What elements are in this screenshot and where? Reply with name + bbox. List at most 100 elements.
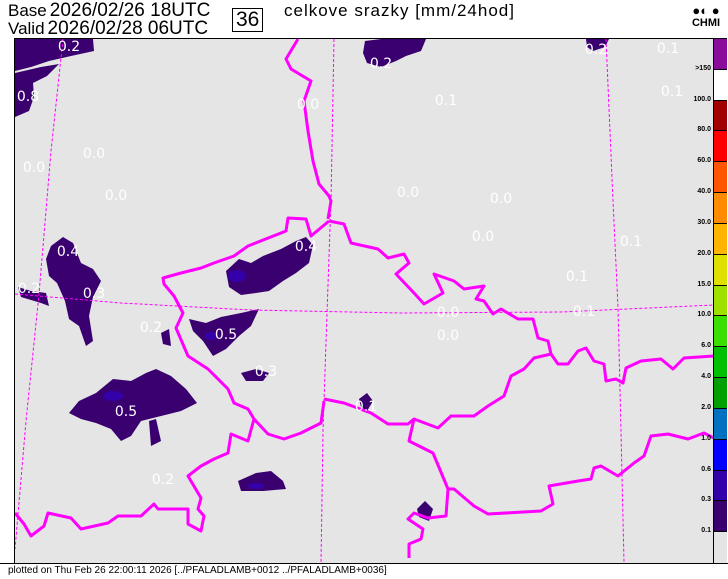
precipitation-area: [226, 237, 313, 295]
legend-swatch: [713, 253, 727, 286]
precip-value-label: 0.0: [490, 191, 512, 207]
legend-label: 2.0: [701, 403, 711, 411]
map-canvas: 0.2 0.8 0.0 0.1 0.2 0.2 0.1 0.1 0.0 0.0 0.0 0.0 0.0 0…: [13, 38, 715, 564]
forecast-step: 36: [232, 8, 264, 32]
graticule-line: [320, 38, 335, 564]
valid-value: 2026/02/28 06UTC: [47, 18, 209, 39]
precip-value-label: 0.4: [57, 244, 79, 260]
chmi-logo: ●◐ ● CHMI: [686, 4, 726, 30]
graticule-line: [14, 38, 64, 550]
graticule-line: [14, 293, 715, 314]
precip-value-label: 0.1: [657, 41, 679, 57]
precip-value-label: 0.0: [437, 328, 459, 344]
precipitation-area: [18, 287, 49, 306]
precipitation-area: [69, 369, 197, 441]
legend-label: 15.0: [697, 280, 711, 288]
precip-value-label: 0.0: [472, 229, 494, 245]
precip-value-label: 0.1: [620, 234, 642, 250]
precipitation-core: [228, 270, 246, 282]
precip-value-label: 0.5: [115, 404, 137, 420]
legend-label: 0.3: [701, 496, 711, 504]
legend-label: 1.0: [701, 434, 711, 442]
legend-swatch: [713, 407, 727, 440]
legend-label: 100.0: [693, 95, 711, 103]
precipitation-area: [189, 309, 259, 356]
precip-value-label: 0.3: [83, 286, 105, 302]
legend-label: 0.6: [701, 465, 711, 473]
legend-label: >150: [695, 64, 711, 72]
legend-label: 80.0: [697, 126, 711, 134]
country-border: [323, 352, 552, 430]
precip-value-label: 0.8: [17, 89, 39, 105]
legend-label: 40.0: [697, 188, 711, 196]
base-time: Base 2026/02/26 18UTC: [8, 0, 210, 22]
precipitation-area: [161, 329, 171, 346]
precip-value-label: 0.2: [370, 56, 392, 72]
legend-swatch: [713, 346, 727, 379]
base-label: Base: [8, 1, 47, 20]
legend-label: 30.0: [697, 218, 711, 226]
precip-value-label: 0.2: [585, 42, 607, 58]
precip-value-label: 0.0: [297, 97, 319, 113]
precip-value-label: 0.0: [437, 305, 459, 321]
country-border: [161, 216, 330, 441]
precipitation-area: [586, 39, 609, 51]
country-border: [284, 38, 333, 220]
precip-value-label: 0.1: [566, 269, 588, 285]
legend-swatch: [713, 68, 727, 101]
legend-swatch: [713, 377, 727, 409]
precip-value-label: 0.1: [435, 93, 457, 109]
precipitation-area: [363, 39, 426, 67]
precipitation-area: [241, 369, 269, 381]
legend-swatch: [713, 161, 727, 194]
legend-swatch: [713, 99, 727, 132]
precip-value-label: 0.0: [397, 185, 419, 201]
legend-swatch: [713, 500, 727, 533]
precip-value-label: 0.3: [255, 364, 277, 380]
valid-time: Valid 2026/02/28 06UTC: [8, 18, 208, 40]
country-border: [448, 431, 715, 516]
legend-swatch: [713, 469, 727, 502]
color-legend: >150 100.0 80.0 60.0 40.0 30.0 20.0 15.0 10.0 6.0…: [680, 38, 728, 563]
precip-value-label: 0.0: [105, 188, 127, 204]
logo-text: CHMI: [691, 17, 721, 29]
chmi-logo-icon: ●◐ ●: [692, 3, 720, 18]
precipitation-core: [205, 332, 217, 340]
legend-swatch: [713, 284, 727, 317]
header: Base 2026/02/26 18UTC Valid 2026/02/28 06U…: [0, 0, 728, 40]
precipitation-area: [238, 471, 286, 491]
precip-value-label: 0.2: [58, 39, 80, 55]
legend-label: 20.0: [697, 249, 711, 257]
precipitation-core: [248, 483, 264, 489]
precip-value-label: 0.1: [355, 399, 377, 415]
precip-value-label: 0.0: [23, 160, 45, 176]
footer: plotted on Thu Feb 26 22:00:11 2026 [../…: [0, 563, 728, 579]
legend-label: 60.0: [697, 157, 711, 165]
legend-label: 4.0: [701, 373, 711, 381]
precipitation-area: [149, 419, 161, 446]
precip-value-label: 0.1: [573, 304, 595, 320]
legend-swatch: [713, 222, 727, 255]
country-border: [406, 418, 450, 558]
legend-swatch: [713, 531, 727, 563]
valid-label: Valid: [8, 19, 45, 38]
precip-value-label: 0.4: [295, 239, 317, 255]
country-border: [549, 346, 715, 385]
precipitation-area: [15, 64, 59, 117]
precipitation-area: [15, 39, 94, 71]
base-value: 2026/02/26 18UTC: [49, 0, 211, 21]
legend-label: 0.1: [701, 527, 711, 535]
country-border: [13, 418, 256, 538]
precipitation-core: [103, 391, 123, 401]
precipitation-area: [46, 237, 101, 346]
precip-value-label: 0.1: [661, 84, 683, 100]
legend-swatch: [713, 438, 727, 471]
legend-swatch: [713, 315, 727, 348]
precip-value-label: 0.0: [83, 146, 105, 162]
legend-swatch: [713, 130, 727, 163]
legend-swatch: [713, 192, 727, 224]
precip-value-label: 0.2: [18, 281, 40, 297]
precip-value-label: 0.2: [152, 472, 174, 488]
legend-label: 10.0: [697, 311, 711, 319]
legend-swatch: [713, 38, 727, 70]
